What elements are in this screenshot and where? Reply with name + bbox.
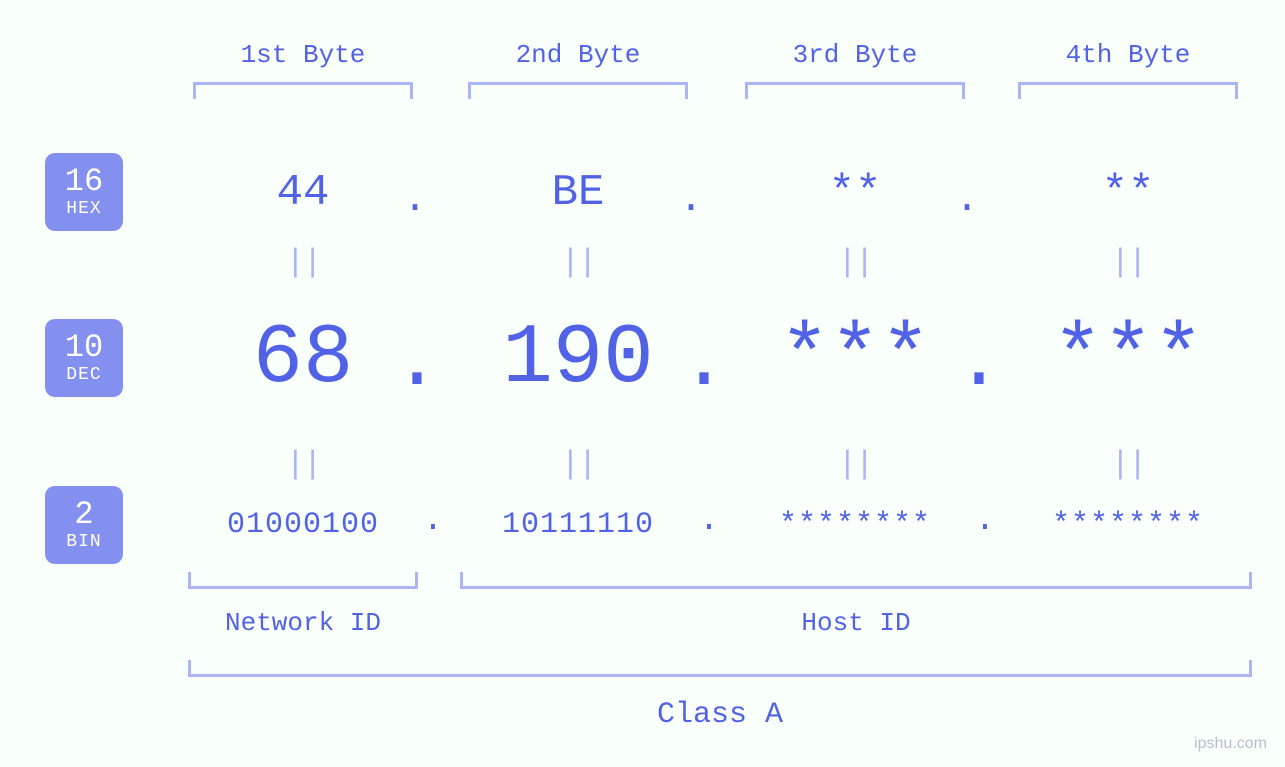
hex-badge-num: 16 (65, 166, 103, 198)
top-bracket-1 (193, 82, 413, 99)
eq-icon: || (283, 446, 323, 483)
byte-label-4: 4th Byte (1013, 40, 1243, 70)
top-bracket-3 (745, 82, 965, 99)
dot-icon: . (970, 502, 1000, 540)
bin-val-1: 01000100 (178, 508, 428, 542)
dec-badge-num: 10 (65, 332, 103, 364)
dec-val-4: *** (1013, 312, 1243, 407)
dot-icon: . (952, 178, 982, 223)
class-bracket (188, 660, 1252, 677)
hex-val-1: 44 (188, 168, 418, 218)
dot-icon: . (418, 502, 448, 540)
bin-badge-label: BIN (66, 533, 101, 551)
hex-val-2: BE (463, 168, 693, 218)
eq-icon: || (558, 446, 598, 483)
top-bracket-4 (1018, 82, 1238, 99)
bin-val-3: ******** (730, 508, 980, 542)
host-id-label: Host ID (460, 608, 1252, 638)
dec-badge-label: DEC (66, 366, 101, 384)
hex-val-3: ** (740, 168, 970, 218)
host-id-bracket (460, 572, 1252, 589)
eq-icon: || (558, 244, 598, 281)
dec-val-2: 190 (463, 312, 693, 407)
dec-val-1: 68 (188, 312, 418, 407)
eq-icon: || (1108, 446, 1148, 483)
dec-badge: 10 DEC (45, 319, 123, 397)
eq-icon: || (1108, 244, 1148, 281)
network-id-label: Network ID (188, 608, 418, 638)
byte-label-2: 2nd Byte (463, 40, 693, 70)
network-id-bracket (188, 572, 418, 589)
bin-badge-num: 2 (74, 499, 93, 531)
eq-icon: || (835, 446, 875, 483)
bin-val-4: ******** (1003, 508, 1253, 542)
bin-val-2: 10111110 (453, 508, 703, 542)
hex-val-4: ** (1013, 168, 1243, 218)
hex-badge-label: HEX (66, 200, 101, 218)
dot-icon: . (680, 318, 710, 409)
dot-icon: . (676, 178, 706, 223)
watermark: ipshu.com (1194, 735, 1267, 753)
byte-label-1: 1st Byte (188, 40, 418, 70)
byte-label-3: 3rd Byte (740, 40, 970, 70)
dot-icon: . (400, 178, 430, 223)
bin-badge: 2 BIN (45, 486, 123, 564)
eq-icon: || (835, 244, 875, 281)
eq-icon: || (283, 244, 323, 281)
dec-val-3: *** (740, 312, 970, 407)
top-bracket-2 (468, 82, 688, 99)
dot-icon: . (694, 502, 724, 540)
dot-icon: . (393, 318, 423, 409)
class-label: Class A (188, 698, 1252, 732)
dot-icon: . (955, 318, 985, 409)
hex-badge: 16 HEX (45, 153, 123, 231)
